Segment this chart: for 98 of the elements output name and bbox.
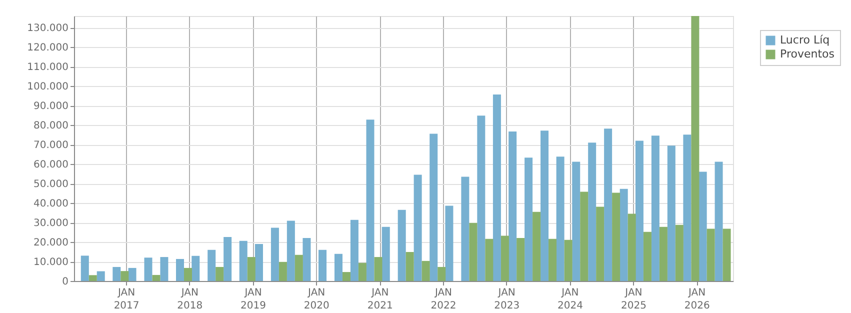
bar: [612, 192, 620, 281]
bar: [516, 238, 525, 281]
y-tick-label: 10.000: [34, 257, 68, 268]
bar: [144, 258, 152, 281]
bar: [532, 212, 541, 281]
y-tick-label: 70.000: [34, 140, 68, 152]
x-tick-label: JAN 2017: [114, 288, 140, 312]
bar: [564, 240, 572, 281]
legend-label: Lucro Líq: [780, 34, 830, 46]
bar: [414, 174, 422, 281]
legend-label: Proventos: [780, 48, 835, 60]
y-tick-label: 90.000: [34, 101, 68, 112]
bar: [334, 254, 342, 281]
bar: [160, 257, 168, 281]
bar: [96, 271, 105, 281]
bar: [540, 130, 549, 281]
y-tick-label: 30.000: [34, 218, 68, 230]
bar: [176, 258, 184, 281]
bar: [698, 172, 707, 281]
bar: [667, 146, 676, 281]
bar: [722, 228, 731, 281]
bar: [588, 142, 596, 281]
y-tick-label: 0: [62, 276, 68, 288]
bar: [216, 266, 224, 281]
bar: [270, 228, 279, 281]
x-tick-label: JAN 2024: [557, 288, 583, 312]
bar: [604, 128, 612, 281]
bar: [254, 244, 263, 281]
y-tick-label: 100.000: [27, 82, 68, 93]
bar: [382, 226, 390, 281]
y-tick-label: 130.000: [27, 23, 68, 34]
bar: [398, 210, 406, 281]
bar: [659, 226, 668, 281]
bar: [469, 222, 478, 281]
y-tick-label: 80.000: [34, 120, 68, 132]
bar: [445, 206, 454, 281]
bar: [88, 275, 97, 281]
bar: [342, 272, 350, 281]
bar: [643, 232, 652, 281]
bar: [430, 134, 438, 281]
bar: [683, 134, 692, 281]
bar: [548, 238, 557, 281]
bar: [120, 271, 129, 281]
bar: [500, 236, 509, 281]
y-tick-label: 120.000: [27, 42, 68, 54]
x-tick-label: JAN 2020: [304, 288, 330, 312]
bar: [492, 94, 501, 281]
bar: [706, 228, 715, 281]
bar: [485, 238, 494, 281]
bar: [224, 236, 232, 281]
bar: [366, 120, 374, 281]
x-tick-label: JAN 2023: [494, 288, 520, 312]
y-tick-label: 20.000: [34, 238, 68, 249]
bar: [80, 256, 89, 281]
bar: [302, 238, 311, 281]
bar: [278, 262, 287, 281]
bar: [184, 268, 192, 281]
bar: [635, 140, 644, 281]
bar: [128, 268, 136, 281]
bar: [714, 162, 723, 281]
x-tick-label: JAN 2018: [177, 288, 203, 312]
bar: [112, 266, 121, 281]
bar: [524, 158, 533, 281]
y-tick-label: 110.000: [27, 62, 68, 74]
y-tick-label: 40.000: [34, 198, 68, 210]
bar: [675, 224, 684, 281]
bar: [192, 256, 200, 281]
bar: [438, 266, 446, 281]
bar: [580, 192, 588, 281]
bar: [508, 132, 517, 281]
bar: [691, 16, 700, 281]
x-tick-label: JAN 2022: [430, 288, 456, 312]
bar: [208, 250, 216, 281]
y-tick-label: 50.000: [34, 179, 68, 190]
x-tick-label: JAN 2025: [621, 288, 646, 312]
bar: [406, 252, 414, 281]
bar: [152, 274, 160, 281]
bar: [286, 220, 295, 281]
y-tick-label: 60.000: [34, 160, 68, 171]
bar: [422, 260, 430, 281]
bar: [239, 240, 248, 281]
x-tick-label: JAN 2021: [367, 288, 393, 312]
bar: [596, 206, 604, 281]
bar: [461, 176, 470, 281]
bar: [651, 136, 660, 281]
bar: [350, 220, 358, 281]
bar: [620, 188, 628, 281]
bar: [477, 116, 486, 281]
bar: [318, 250, 327, 281]
x-tick-label: JAN 2026: [684, 288, 710, 312]
bar: [572, 162, 580, 281]
bar: [358, 262, 366, 281]
bar: [628, 214, 636, 281]
bar: [247, 257, 256, 281]
bar: [374, 257, 382, 281]
x-tick-label: JAN 2019: [240, 288, 266, 312]
bar: [556, 156, 564, 281]
bar: [294, 254, 303, 281]
